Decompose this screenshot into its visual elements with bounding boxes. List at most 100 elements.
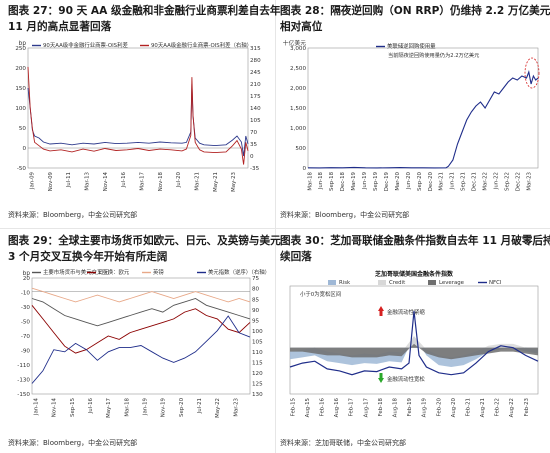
c29-ytick-right-label: 115 — [252, 361, 263, 367]
c29-xtick-label: Sep-15 — [70, 398, 76, 417]
c29-xtick-label: Jul-21 — [197, 398, 203, 414]
chart-28-title-line-2: 相对高位 — [280, 21, 323, 33]
c27-xtick-label: May-23 — [231, 172, 237, 192]
c30-annotation-loose-zone: 小于0为宽松区间 — [300, 290, 341, 298]
c29-ytick-right-label: 75 — [252, 276, 260, 282]
c27-xtick-label: Jul-16 — [121, 171, 127, 188]
c30-xtick-label: Feb-20 — [436, 397, 442, 416]
c27-ytick-right-label: 280 — [250, 58, 261, 64]
c29-line-series-3 — [31, 315, 251, 384]
c29-ytick-right-label: 80 — [252, 287, 260, 293]
c28-xtick-label: Dec-22 — [515, 172, 521, 191]
c30-xtick-label: Feb-19 — [407, 397, 413, 416]
c28-xtick-label: Dec-19 — [384, 171, 390, 191]
chart-30-title-line-1: 图表 30：芝加哥联储金融条件指数自去年 11 月破零后持 — [280, 235, 550, 247]
chart-29-title-line-1: 图表 29：全球主要市场货币如欧元、日元、及英镑与美元 — [8, 235, 281, 247]
c29-ytick-left-label: -70 — [21, 334, 31, 340]
c30-legend-swatch — [378, 280, 386, 285]
c28-xtick-label: Sep-20 — [417, 171, 423, 191]
c30-legend-label: NFCI — [489, 280, 502, 286]
c30-loose-arrow-icon — [378, 373, 384, 383]
c27-legend-label: 90天AA级非金融行业商票-OIS利差 — [43, 41, 128, 49]
c30-xtick-label: Feb-16 — [320, 397, 326, 416]
c28-xtick-label: Jun-21 — [450, 172, 456, 190]
c29-xtick-label: May-22 — [215, 398, 221, 418]
c30-xtick-label: Feb-23 — [524, 398, 530, 416]
c29-ytick-right-label: 90 — [252, 308, 260, 314]
c29-xtick-label: Jul-16 — [88, 397, 94, 414]
c27-legend-label: 90天AA级金融行业商票-OIS利差（右轴） — [151, 41, 252, 49]
c30-legend-label: Credit — [389, 280, 405, 286]
c28-xtick-label: Mar-22 — [483, 172, 489, 191]
c29-legend-label: 日元 — [98, 269, 109, 276]
c29-legend-label: 英镑 — [153, 268, 164, 276]
c27-xtick-label: Nov-09 — [48, 171, 54, 191]
chart-28-title: 图表 28：隔夜逆回购（ON RRP）仍维持 2.2 万亿美元的 相对高位 — [280, 3, 550, 35]
c30-xtick-label: Aug-17 — [363, 398, 369, 417]
c30-xtick-label: Feb-15 — [290, 398, 296, 416]
c29-xtick-label: Jan-19 — [142, 397, 148, 416]
chart-29-title-line-2: 3 个月交叉互换今年开始有所走阔 — [8, 251, 168, 263]
c29-ytick-right-label: 100 — [252, 329, 263, 335]
c27-ytick-right-label: 105 — [250, 118, 261, 124]
c30-line-series-3 — [289, 311, 539, 376]
c29-ytick-right-label: 130 — [252, 392, 263, 398]
c28-xtick-label: Dec-21 — [472, 172, 478, 191]
chart-27: 250 200 150 100 50 0 -50 315 280 245 210 175 140 105 7… — [15, 41, 261, 192]
c28-xtick-label: Jun-18 — [318, 171, 324, 190]
c30-xtick-label: Aug-20 — [451, 397, 457, 417]
c27-ytick-right-label: 35 — [250, 142, 258, 148]
c30-xtick-label: Aug-16 — [334, 397, 340, 417]
c27-xtick-label: Mar-17 — [140, 172, 146, 191]
c28-ylabel-left: 十亿美元 — [283, 39, 306, 47]
c27-ytick-left-label: 50 — [19, 126, 27, 132]
c29-ytick-left-label: -150 — [17, 392, 30, 398]
c27-ytick-right-label: 175 — [250, 94, 261, 100]
c29-ytick-right-label: 95 — [252, 318, 260, 324]
c28-ytick-left-label: 1,000 — [290, 126, 306, 132]
c29-line-series-2 — [31, 287, 251, 303]
chart-30-title: 图表 30：芝加哥联储金融条件指数自去年 11 月破零后持 续回落 — [280, 233, 550, 265]
c28-xtick-label: Mar-20 — [395, 171, 401, 190]
c28-xtick-label: Sep-21 — [461, 172, 467, 191]
chart-28-source: 资料来源：Bloomberg，中金公司研究部 — [280, 211, 410, 219]
c27-ytick-left-label: 100 — [15, 106, 26, 112]
chart-29-source: 资料来源：Bloomberg，中金公司研究部 — [8, 439, 138, 447]
c27-xtick-label: Mar-21 — [195, 172, 201, 191]
c27-ytick-right-label: 70 — [250, 130, 258, 136]
c29-xtick-label: Sep-20 — [179, 397, 185, 417]
c29-ytick-right-label: 110 — [252, 350, 263, 356]
c29-ytick-left-label: -10 — [21, 291, 31, 297]
c27-ytick-right-label: -35 — [250, 166, 260, 172]
c29-xtick-label: Mar-23 — [233, 398, 239, 417]
chart-29-title: 图表 29：全球主要市场货币如欧元、日元、及英镑与美元 3 个月交叉互换今年开始… — [8, 233, 281, 265]
c28-xtick-label: Mar-18 — [307, 171, 313, 190]
c28-xtick-label: Sep-19 — [373, 171, 379, 191]
c27-xtick-label: May-21 — [213, 172, 219, 192]
c30-area-leverage — [290, 343, 538, 360]
c27-xtick-label: Jan-09 — [30, 171, 36, 190]
c27-ytick-right-label: 140 — [250, 106, 261, 112]
c27-xtick-label: Nov-14 — [103, 171, 109, 191]
c28-xtick-label: Mar-21 — [439, 172, 445, 191]
c29-ytick-left-label: -110 — [17, 363, 30, 369]
c28-ytick-left-label: 2,000 — [290, 86, 306, 92]
chart-27-source: 资料来源：Bloomberg，中金公司研究部 — [8, 211, 138, 219]
c28-ytick-left-label: 500 — [295, 146, 306, 152]
c28-ytick-left-label: 1,500 — [290, 106, 306, 112]
c28-xtick-label: Sep-18 — [329, 171, 335, 191]
horizontal-divider — [0, 228, 550, 229]
c27-xtick-label: Mar-13 — [85, 172, 91, 191]
c27-ytick-right-label: 245 — [250, 70, 261, 76]
c29-ytick-left-label: -130 — [17, 378, 30, 384]
chart-30-source: 资料来源：芝加哥联储，中金公司研究部 — [280, 439, 406, 447]
c27-ytick-right-label: 210 — [250, 82, 261, 88]
c27-ytick-left-label: -50 — [17, 166, 27, 172]
c27-ytick-left-label: 250 — [15, 46, 26, 52]
c30-xtick-label: Aug-21 — [480, 398, 486, 417]
chart-27-title-line-1: 图表 27：90 天 AA 级金融和非金融行业商票利差自去年 — [8, 5, 281, 17]
c28-xtick-label: Mar-23 — [526, 172, 532, 191]
chart-28: 3,000 2,500 2,000 1,500 1,000 500 0 十亿美元 Mar-18 J… — [283, 39, 540, 191]
c29-xtick-label: Nov-14 — [52, 397, 58, 417]
c29-ytick-left-label: -90 — [21, 349, 31, 355]
